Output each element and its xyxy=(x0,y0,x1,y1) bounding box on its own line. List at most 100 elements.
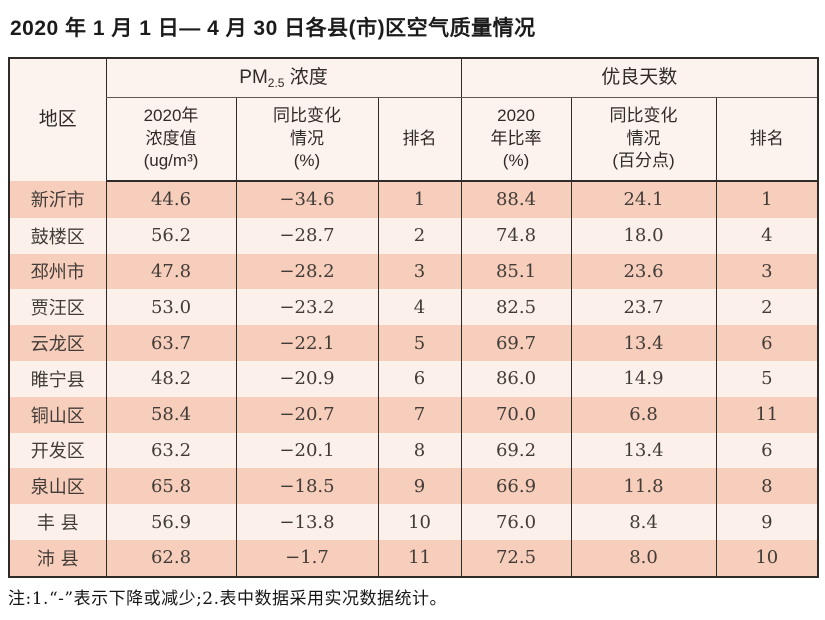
good-rank-cell: 1 xyxy=(715,181,819,218)
pm-change-cell: −22.1 xyxy=(235,325,378,361)
pm-rank-cell: 4 xyxy=(377,289,462,326)
footnote: 注:1.“-”表示下降或减少;2.表中数据采用实况数据统计。 xyxy=(8,589,448,609)
good-rate-cell: 74.8 xyxy=(460,217,572,254)
pm-value-cell: 56.9 xyxy=(105,504,236,540)
pm-label-subscript: 2.5 xyxy=(267,75,285,90)
col-group-good-days: 优良天数 xyxy=(460,58,819,98)
pm-rank-cell: 1 xyxy=(377,181,462,218)
header-line: (ug/m³) xyxy=(143,151,199,171)
col-header-good-rate: 2020 年比率 (%) xyxy=(460,97,572,182)
good-rate-cell: 72.5 xyxy=(460,539,572,577)
pm-value-cell: 62.8 xyxy=(105,539,236,577)
good-rank-cell: 3 xyxy=(715,253,819,290)
pm-rank-cell: 2 xyxy=(377,217,462,254)
pm-change-cell: −34.6 xyxy=(235,181,378,218)
page-title: 2020 年 1 月 1 日— 4 月 30 日各县(市)区空气质量情况 xyxy=(10,17,536,40)
table-row: 鼓楼区 56.2 −28.7 2 74.8 18.0 4 xyxy=(8,217,819,254)
pm-change-cell: −13.8 xyxy=(235,504,378,540)
good-change-cell: 14.9 xyxy=(570,360,717,397)
region-cell: 开发区 xyxy=(8,432,106,469)
region-cell: 新沂市 xyxy=(8,181,106,218)
pm-change-cell: −20.1 xyxy=(235,432,378,469)
col-header-pm-rank: 排名 xyxy=(377,97,462,182)
good-rate-cell: 69.7 xyxy=(460,325,572,361)
good-change-cell: 8.0 xyxy=(570,539,717,577)
header-line: (%) xyxy=(293,151,321,171)
pm-change-cell: −18.5 xyxy=(235,468,378,505)
air-quality-table: 地区 PM2.5 浓度 优良天数 2020年 浓度值 (ug/m³) 同比变化 … xyxy=(8,57,820,578)
good-rank-cell: 8 xyxy=(715,468,819,505)
header-line: 情况 xyxy=(626,128,661,148)
table-row: 贾汪区 53.0 −23.2 4 82.5 23.7 2 xyxy=(8,289,819,326)
pm-change-cell: −1.7 xyxy=(235,539,378,577)
good-rank-cell: 5 xyxy=(715,360,819,397)
pm-value-cell: 53.0 xyxy=(105,289,236,326)
region-cell: 沛 县 xyxy=(8,539,106,577)
header-line: 同比变化 xyxy=(609,105,678,125)
header-line: 2020 xyxy=(497,105,535,125)
header-line: (%) xyxy=(502,151,530,171)
header-line: (百分点) xyxy=(612,151,675,171)
good-rank-cell: 4 xyxy=(715,217,819,254)
good-change-cell: 6.8 xyxy=(570,396,717,433)
pm-change-cell: −28.2 xyxy=(235,253,378,290)
col-header-good-rank: 排名 xyxy=(715,97,819,182)
region-cell: 睢宁县 xyxy=(8,360,106,397)
col-header-region: 地区 xyxy=(8,58,106,181)
pm-rank-cell: 9 xyxy=(377,468,462,505)
table-body: 新沂市 44.6 −34.6 1 88.4 24.1 1 鼓楼区 56.2 −28.7 2 74.8 1… xyxy=(8,181,819,577)
pm-label-prefix: PM xyxy=(239,66,268,88)
col-header-pm-concentration: 2020年 浓度值 (ug/m³) xyxy=(105,97,236,182)
col-header-pm-change: 同比变化 情况 (%) xyxy=(235,97,378,182)
good-change-cell: 24.1 xyxy=(570,181,717,218)
good-rank-cell: 2 xyxy=(715,289,819,326)
table-row: 新沂市 44.6 −34.6 1 88.4 24.1 1 xyxy=(8,181,819,218)
good-rate-cell: 88.4 xyxy=(460,181,572,218)
good-rank-cell: 6 xyxy=(715,432,819,469)
region-cell: 铜山区 xyxy=(8,396,106,433)
good-rank-cell: 11 xyxy=(715,396,819,433)
pm-rank-cell: 6 xyxy=(377,360,462,397)
pm-value-cell: 65.8 xyxy=(105,468,236,505)
region-cell: 鼓楼区 xyxy=(8,217,106,254)
region-cell: 贾汪区 xyxy=(8,289,106,326)
good-rate-cell: 66.9 xyxy=(460,468,572,505)
good-rate-cell: 76.0 xyxy=(460,504,572,540)
good-change-cell: 18.0 xyxy=(570,217,717,254)
good-rate-cell: 82.5 xyxy=(460,289,572,326)
pm-rank-cell: 10 xyxy=(377,504,462,540)
pm-value-cell: 63.2 xyxy=(105,432,236,469)
header-line: 年比率 xyxy=(490,128,542,148)
pm-value-cell: 56.2 xyxy=(105,217,236,254)
pm-value-cell: 47.8 xyxy=(105,253,236,290)
table-row: 泉山区 65.8 −18.5 9 66.9 11.8 8 xyxy=(8,468,819,505)
table-row: 开发区 63.2 −20.1 8 69.2 13.4 6 xyxy=(8,432,819,469)
col-header-good-change: 同比变化 情况 (百分点) xyxy=(570,97,717,182)
pm-rank-cell: 5 xyxy=(377,325,462,361)
table-header: 地区 PM2.5 浓度 优良天数 2020年 浓度值 (ug/m³) 同比变化 … xyxy=(8,58,819,182)
region-cell: 丰 县 xyxy=(8,504,106,540)
table-row: 云龙区 63.7 −22.1 5 69.7 13.4 6 xyxy=(8,325,819,361)
pm-value-cell: 44.6 xyxy=(105,181,236,218)
pm-value-cell: 58.4 xyxy=(105,396,236,433)
header-line: 同比变化 xyxy=(273,105,341,125)
header-line: 2020年 xyxy=(143,105,199,125)
good-rank-cell: 6 xyxy=(715,325,819,361)
col-group-pm25: PM2.5 浓度 xyxy=(105,58,462,98)
header-line: 浓度值 xyxy=(145,128,197,148)
sub-header-row: 2020年 浓度值 (ug/m³) 同比变化 情况 (%) 排名 2020 年比… xyxy=(9,97,819,182)
good-rank-cell: 9 xyxy=(715,504,819,540)
good-rate-cell: 86.0 xyxy=(460,360,572,397)
good-rank-cell: 10 xyxy=(715,539,819,577)
pm-rank-cell: 8 xyxy=(377,432,462,469)
good-change-cell: 11.8 xyxy=(570,468,717,505)
header-line: 情况 xyxy=(290,128,324,148)
pm-rank-cell: 3 xyxy=(377,253,462,290)
good-rate-cell: 85.1 xyxy=(460,253,572,290)
pm-label-suffix: 浓度 xyxy=(284,66,328,88)
good-change-cell: 8.4 xyxy=(570,504,717,540)
good-rate-cell: 70.0 xyxy=(460,396,572,433)
table-row: 铜山区 58.4 −20.7 7 70.0 6.8 11 xyxy=(8,396,819,433)
table-row: 睢宁县 48.2 −20.9 6 86.0 14.9 5 xyxy=(8,360,819,397)
